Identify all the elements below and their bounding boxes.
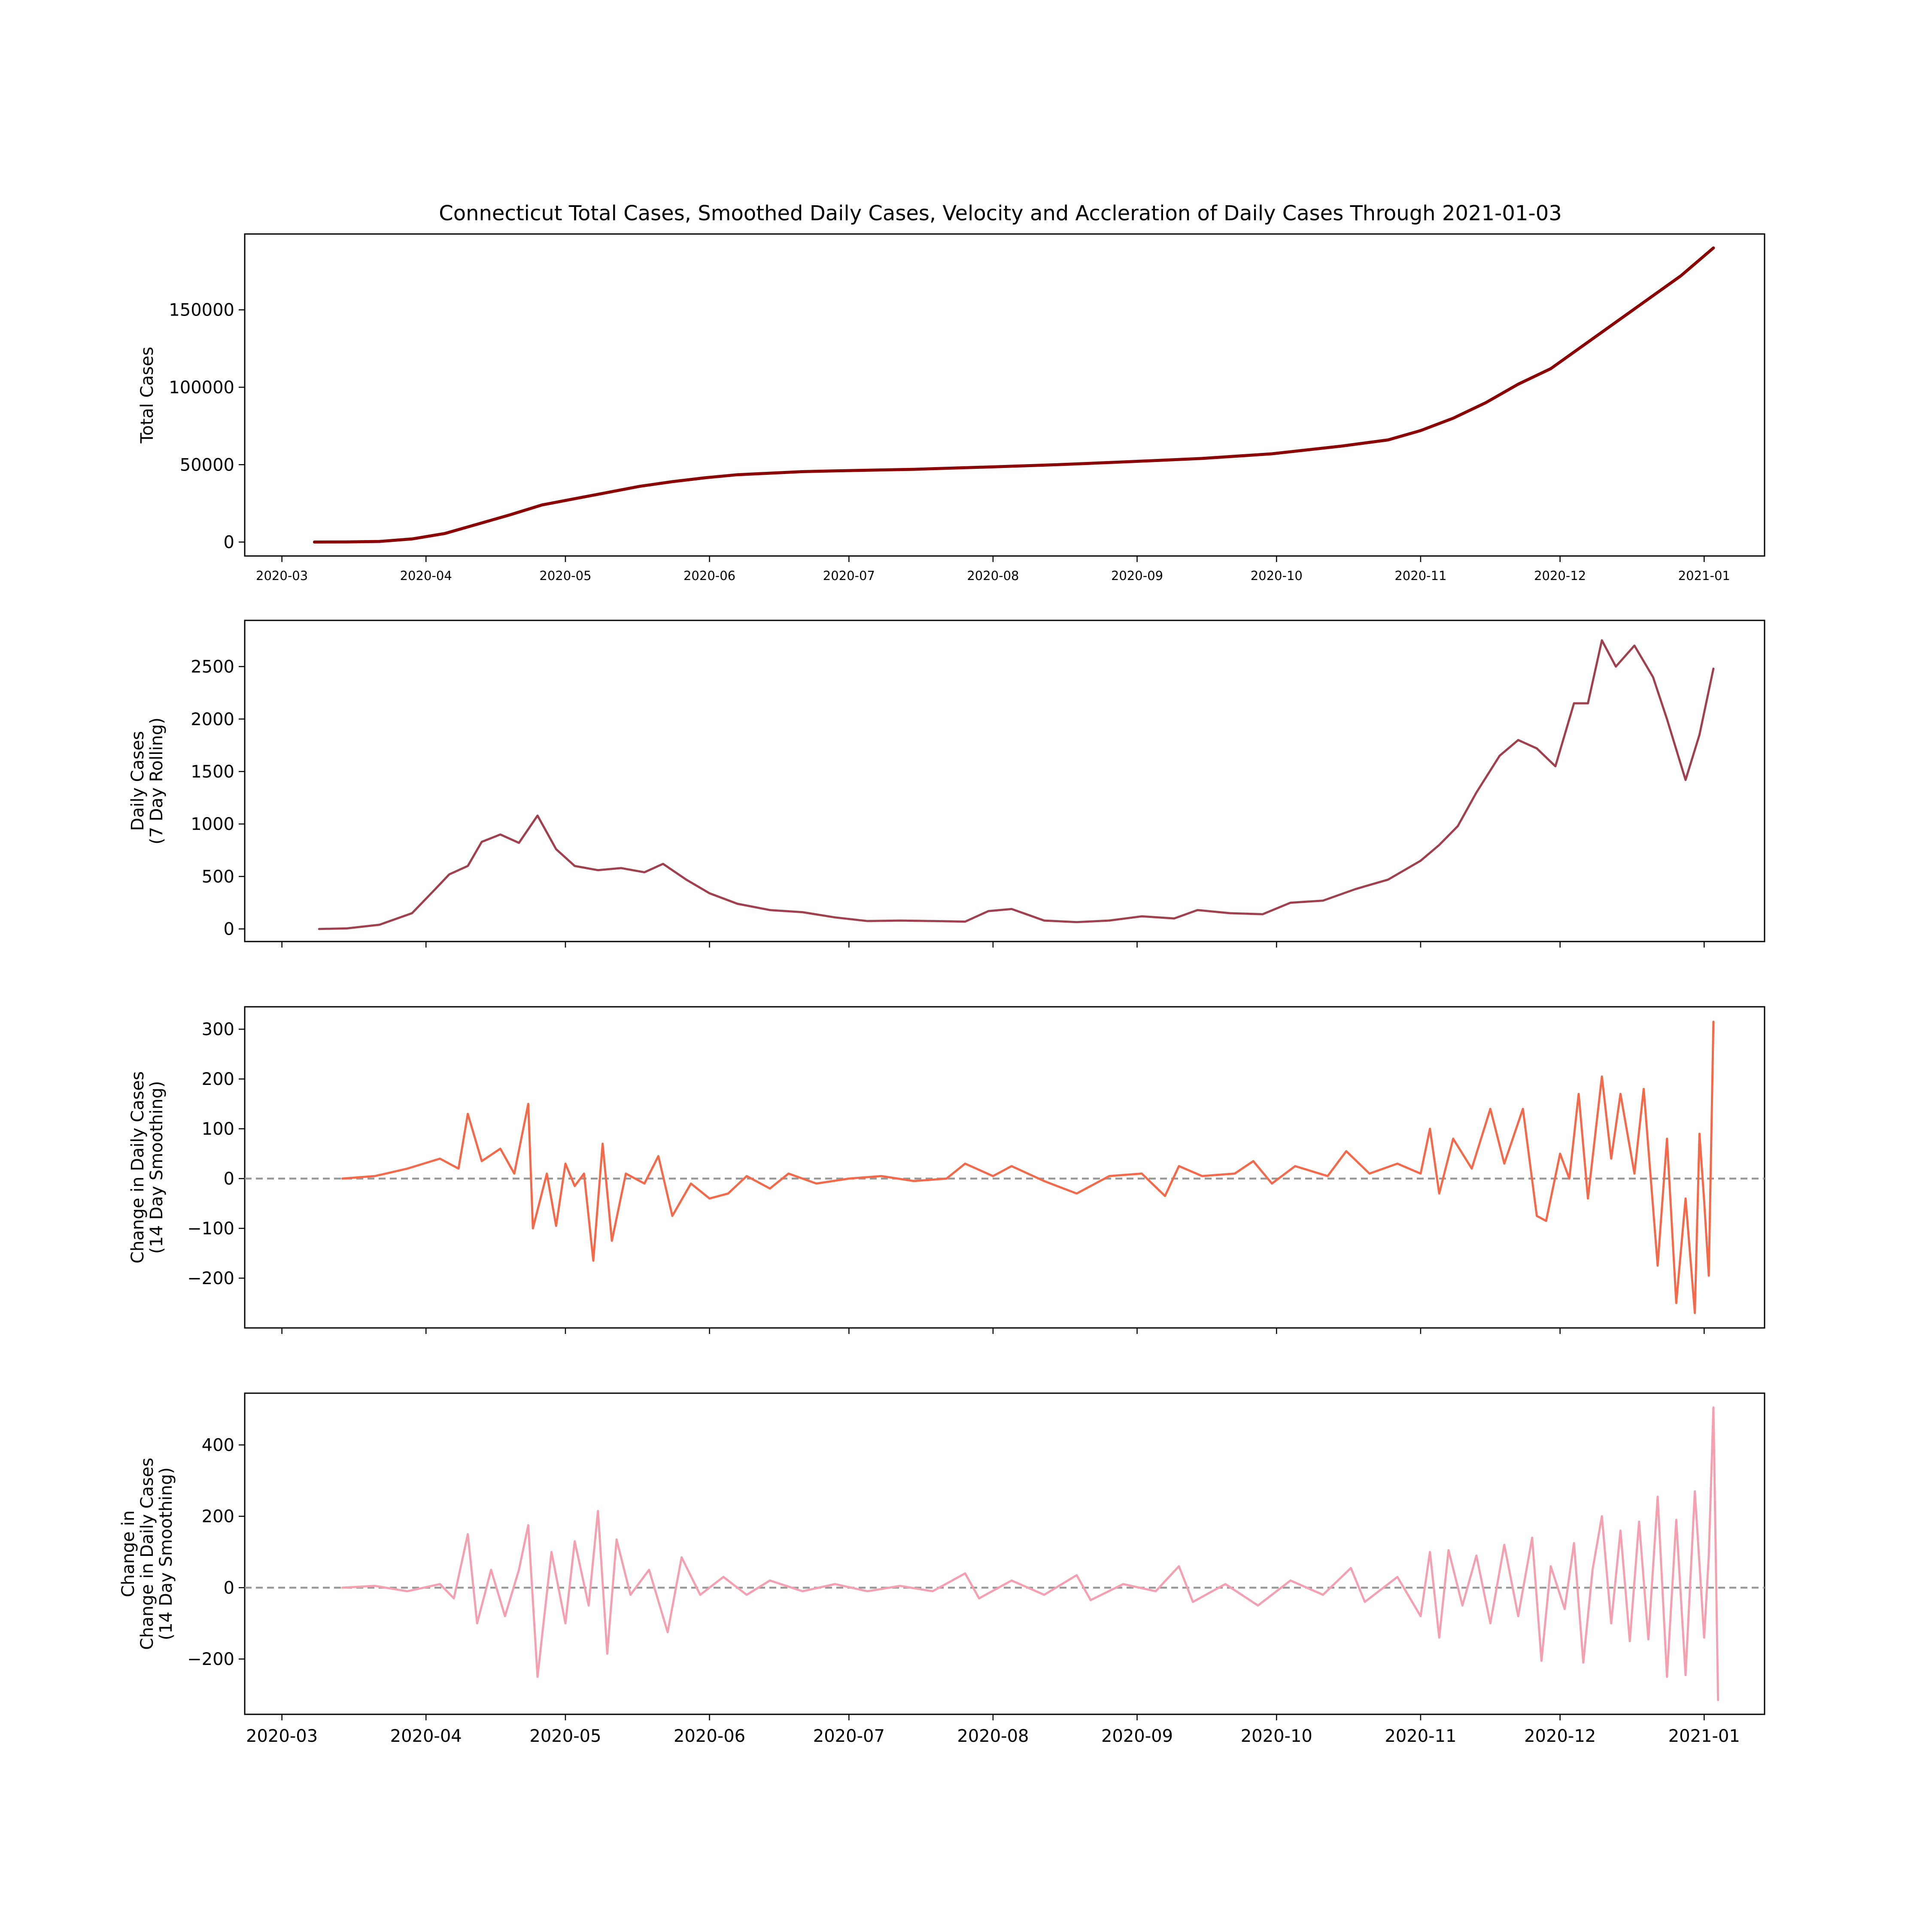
x-tick-label: 2020-06 bbox=[674, 1726, 745, 1746]
x-tick-label: 2020-09 bbox=[1101, 1726, 1173, 1746]
chart-panels: 2020-03 2020-04 2020-05 2020-06 2020-07 2020-… bbox=[118, 233, 1765, 1746]
y-axis-label: (7 Day Rolling) bbox=[147, 717, 167, 844]
x-tick-label: 2021-01 bbox=[1668, 1726, 1740, 1746]
y-tick-label: −200 bbox=[187, 1269, 234, 1288]
y-tick-label: 0 bbox=[224, 1169, 234, 1189]
y-axis-label: Change in Daily Cases bbox=[137, 1458, 157, 1650]
y-axis-label: (14 Day Smoothing) bbox=[147, 1081, 167, 1254]
series-line-velocity bbox=[341, 1021, 1715, 1314]
y-axis-label: Daily Cases bbox=[128, 731, 148, 831]
chart-title: Connecticut Total Cases, Smoothed Daily … bbox=[439, 201, 1562, 225]
y-tick-label: 200 bbox=[202, 1507, 234, 1527]
panel-daily: 0 500 1000 1500 2000 2500 Daily Cases(7 Day Ro… bbox=[128, 620, 1765, 948]
y-tick-label: −100 bbox=[187, 1219, 234, 1239]
panel-frame bbox=[244, 233, 1765, 557]
x-tick-label: 2020-04 bbox=[390, 1726, 462, 1746]
y-axis-label: (14 Day Smoothing) bbox=[156, 1467, 176, 1640]
y-tick-label: −200 bbox=[187, 1649, 234, 1669]
y-tick-label: 150000 bbox=[169, 301, 234, 320]
y-tick-label: 2000 bbox=[191, 710, 234, 729]
x-tick-label: 2020-03 bbox=[246, 1726, 318, 1746]
y-tick-label: 0 bbox=[224, 920, 234, 939]
x-tick-label: 2020-10 bbox=[1241, 1726, 1312, 1746]
x-tick-label: 2020-05 bbox=[529, 1726, 601, 1746]
panel-frame bbox=[244, 1006, 1765, 1329]
series-line-total bbox=[313, 246, 1715, 544]
x-tick-label: 2020-09 bbox=[1111, 568, 1163, 583]
y-axis-label: Change in Daily Cases bbox=[128, 1071, 148, 1264]
panel-frame bbox=[244, 1392, 1765, 1715]
y-tick-label: 300 bbox=[202, 1020, 234, 1039]
x-tick-label: 2020-08 bbox=[957, 1726, 1029, 1746]
panel-total: 2020-03 2020-04 2020-05 2020-06 2020-07 2020-… bbox=[137, 233, 1765, 583]
y-tick-label: 50000 bbox=[180, 455, 234, 475]
series-line-daily bbox=[318, 639, 1715, 930]
y-tick-label: 1500 bbox=[191, 762, 234, 782]
x-tick-label: 2020-07 bbox=[823, 568, 875, 583]
y-axis-label: Total Cases bbox=[137, 347, 157, 444]
x-tick-label: 2020-08 bbox=[967, 568, 1019, 583]
panel-acceleration: 2020-03 2020-04 2020-05 2020-06 2020-07 2020-… bbox=[118, 1392, 1765, 1746]
panel-frame bbox=[244, 620, 1765, 942]
x-tick-label: 2020-05 bbox=[539, 568, 591, 583]
y-tick-label: 0 bbox=[224, 1578, 234, 1598]
y-tick-label: 500 bbox=[202, 867, 234, 887]
y-tick-label: 0 bbox=[224, 533, 234, 553]
x-tick-label: 2020-12 bbox=[1534, 568, 1586, 583]
y-tick-label: 200 bbox=[202, 1069, 234, 1089]
panel-velocity: −200 −100 0 100 200 300 Change in Daily Cases(… bbox=[128, 1006, 1765, 1334]
y-tick-label: 100 bbox=[202, 1119, 234, 1139]
x-tick-label: 2020-06 bbox=[683, 568, 735, 583]
x-tick-label: 2020-04 bbox=[400, 568, 452, 583]
x-tick-label: 2020-11 bbox=[1385, 1726, 1456, 1746]
x-tick-label: 2020-03 bbox=[256, 568, 308, 583]
x-tick-label: 2020-12 bbox=[1524, 1726, 1596, 1746]
y-tick-label: 400 bbox=[202, 1436, 234, 1455]
x-tick-label: 2021-01 bbox=[1678, 568, 1730, 583]
series-line-acceleration bbox=[341, 1406, 1719, 1701]
y-tick-label: 2500 bbox=[191, 657, 234, 677]
x-tick-label: 2020-11 bbox=[1394, 568, 1446, 583]
y-tick-label: 100000 bbox=[169, 378, 234, 398]
x-tick-label: 2020-07 bbox=[813, 1726, 885, 1746]
y-axis-label: Change in bbox=[118, 1510, 138, 1597]
y-tick-label: 1000 bbox=[191, 814, 234, 834]
x-tick-label: 2020-10 bbox=[1251, 568, 1303, 583]
